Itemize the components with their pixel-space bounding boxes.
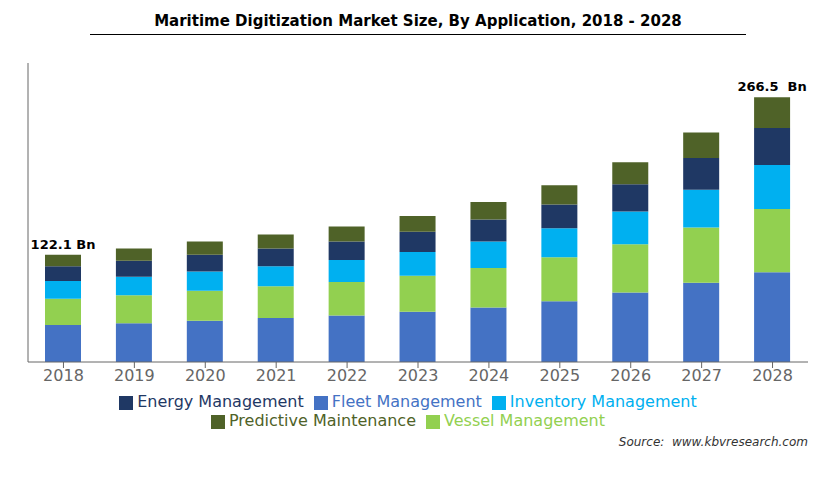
html-text:Source: www.kbvresearch.com: Source: www.kbvresearch.com [618,435,808,449]
html-text:Maritime Digitization Market S: Maritime Digitization Market Size, By Ap… [154,12,682,30]
svg-text:2028: 2028 [752,366,793,385]
svg-text:122.1 Bn: 122.1 Bn [31,237,96,252]
svg-text:2019: 2019 [114,366,155,385]
html-text:Fleet Management: Fleet Management [331,392,482,411]
svg-text:266.5 Bn: 266.5 Bn [737,79,806,94]
svg-text:2023: 2023 [398,366,439,385]
svg-text:2027: 2027 [681,366,722,385]
svg-text:2020: 2020 [185,366,226,385]
svg-text:2022: 2022 [327,366,368,385]
html-text:Energy Management: Energy Management [137,392,304,411]
html-text:Inventory Management: Inventory Management [509,392,697,411]
svg-text:2021: 2021 [256,366,297,385]
html-text:Vessel Management: Vessel Management [444,411,605,430]
html-text:Predictive Maintenance: Predictive Maintenance [229,411,416,430]
svg-text:2018: 2018 [43,366,84,385]
svg-text:2024: 2024 [469,366,510,385]
svg-text:2025: 2025 [539,366,580,385]
svg-text:2026: 2026 [610,366,651,385]
